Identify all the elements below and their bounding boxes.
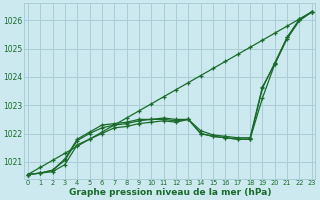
X-axis label: Graphe pression niveau de la mer (hPa): Graphe pression niveau de la mer (hPa) [68, 188, 271, 197]
